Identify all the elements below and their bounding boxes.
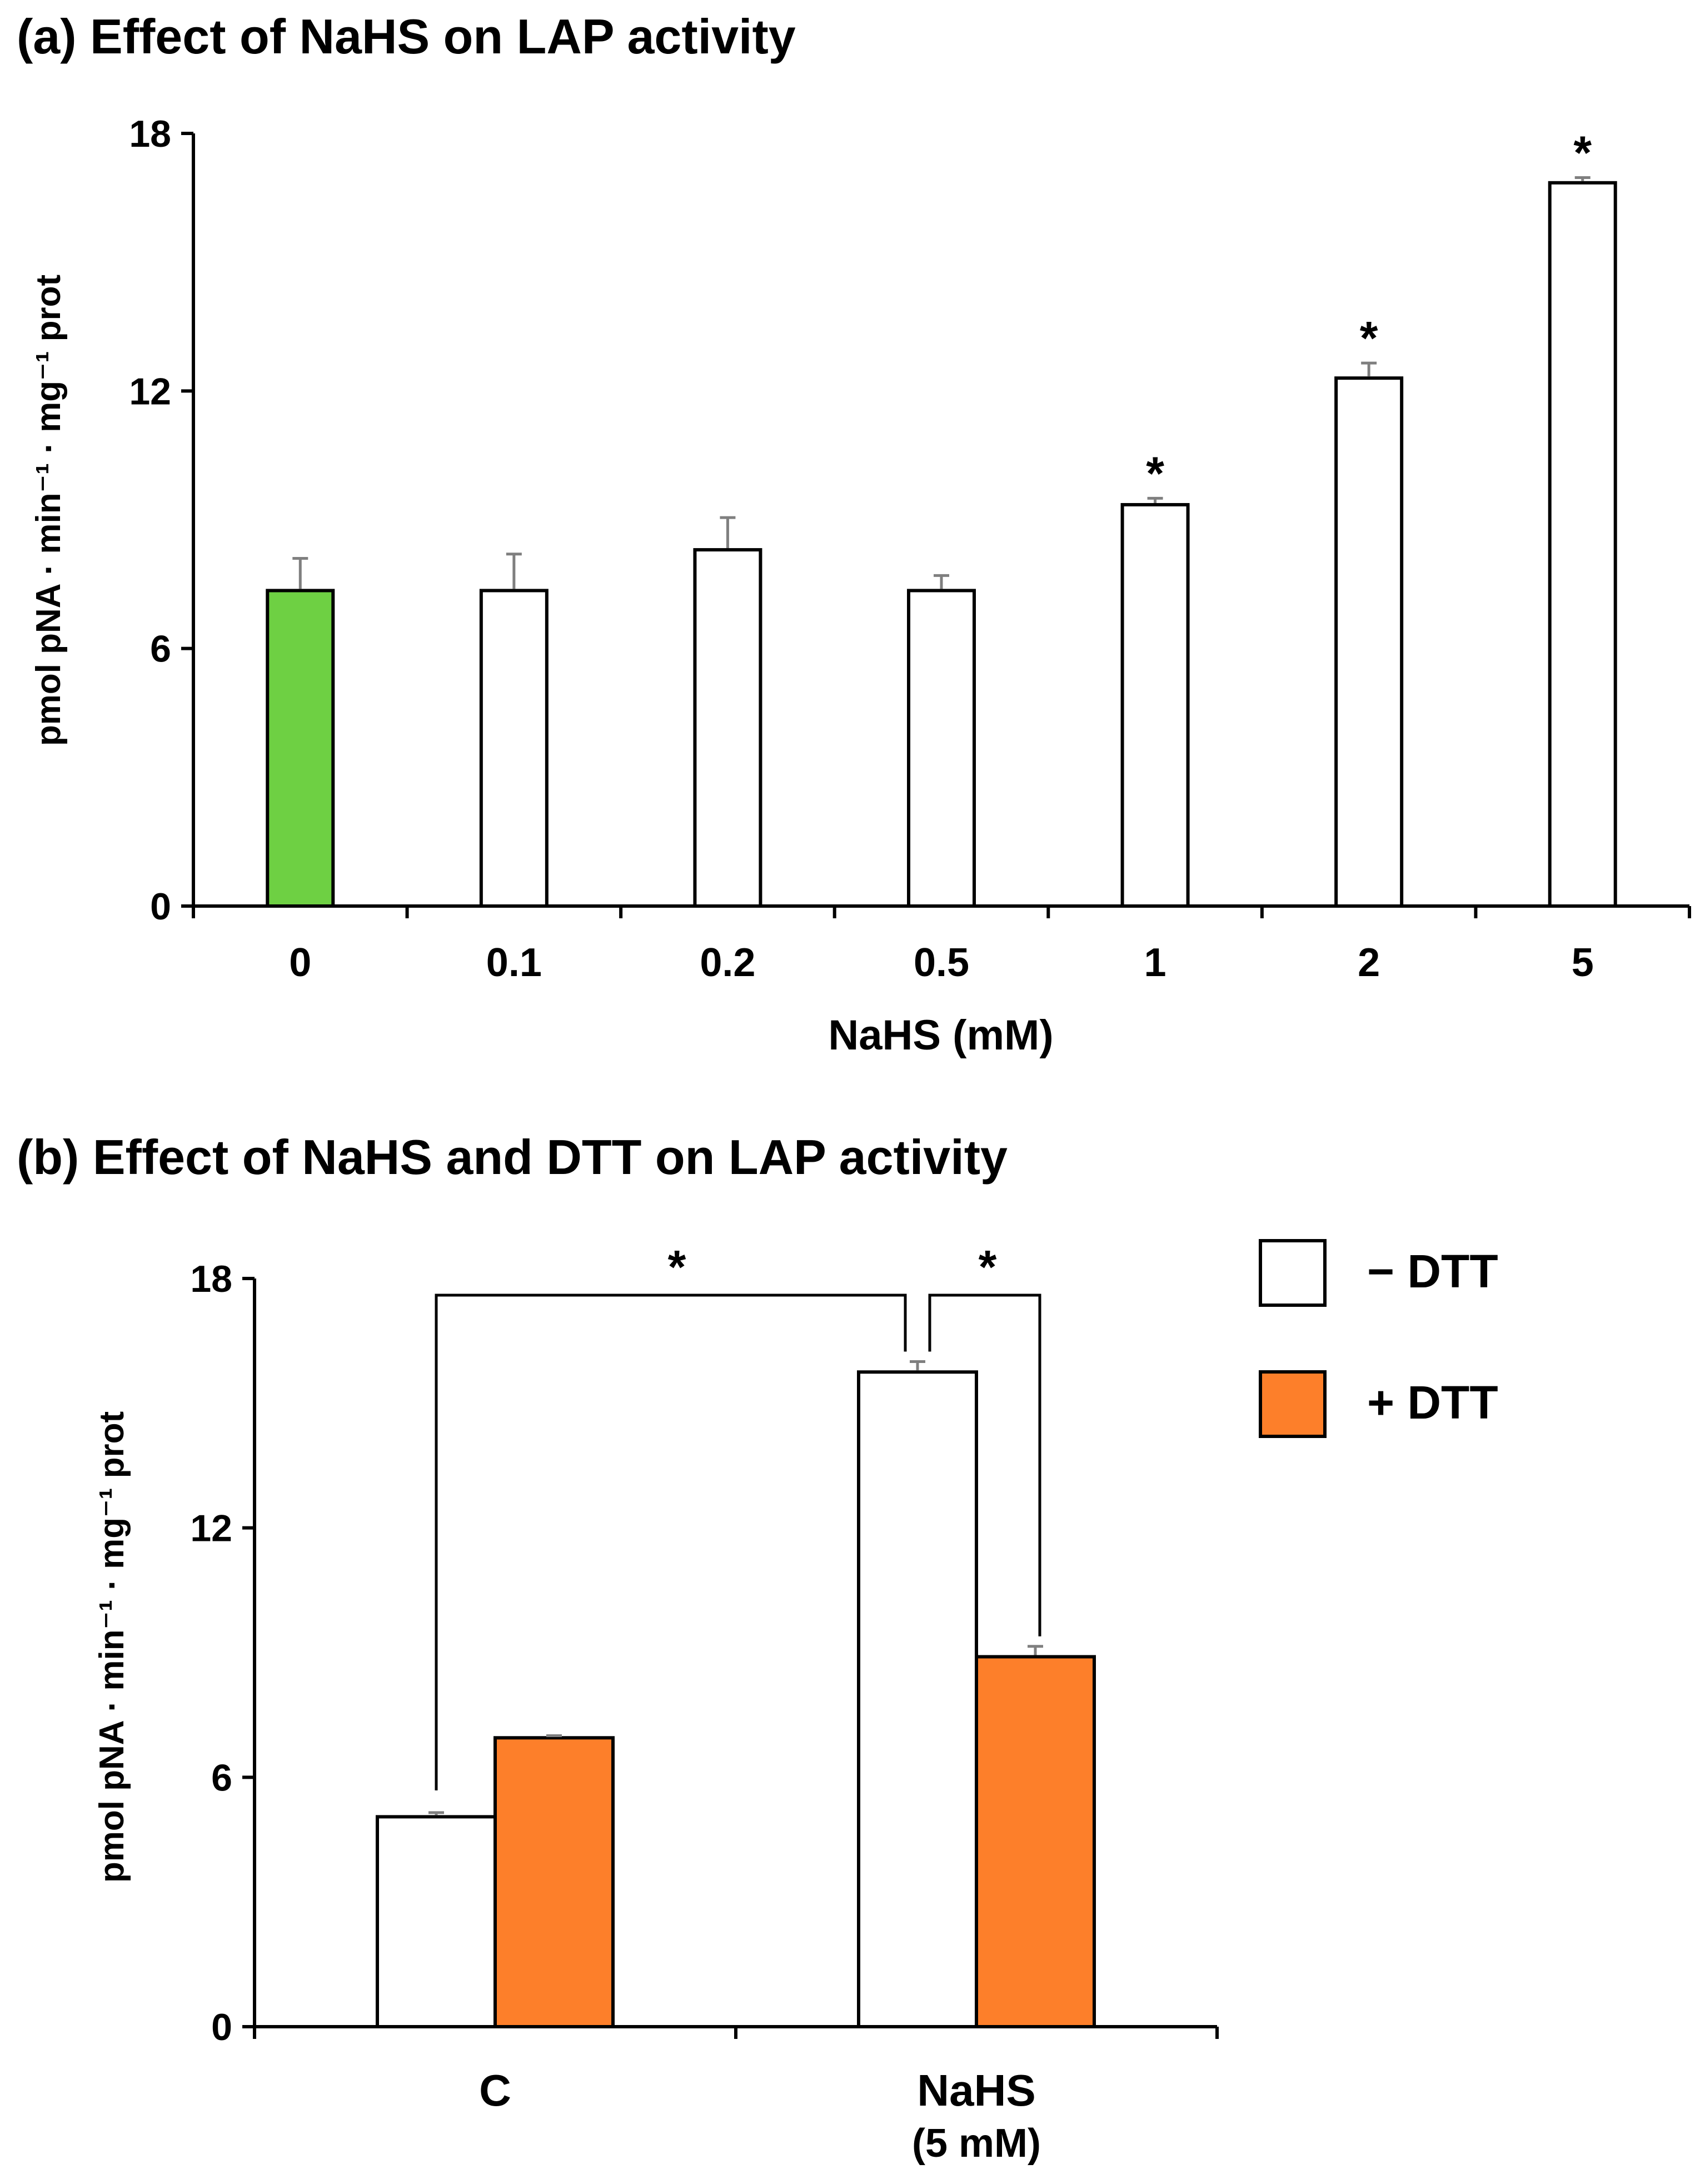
chart-b-significance-marker-0: *	[668, 1241, 686, 1293]
chart-a-bar-4	[1120, 503, 1190, 908]
chart-a-bar-6	[1548, 181, 1617, 908]
chart-b-y-tick-label-2: 12	[190, 1508, 232, 1550]
chart-b-bar-0-0	[376, 1815, 497, 2029]
chart-a-y-tick-label-2: 12	[129, 370, 171, 412]
chart-b-x-tick-label-1: NaHS	[917, 2066, 1035, 2115]
chart-a-x-tick-label-3: 0.5	[914, 941, 969, 985]
chart-a-x-tick-label-1: 0.1	[486, 941, 542, 985]
chart-b-y-axis-label: pmol pNA · min⁻¹ · mg⁻¹ prot	[93, 1411, 131, 1883]
chart-a-x-tick-label-0: 0	[289, 941, 311, 985]
chart-b-y-tick-label-3: 18	[190, 1258, 232, 1300]
chart-b: (b) Effect of NaHS and DTT on LAP activi…	[17, 1130, 1498, 2166]
chart-b-title: (b) Effect of NaHS and DTT on LAP activi…	[17, 1130, 1008, 1185]
chart-a-y-tick-label-0: 0	[150, 885, 171, 928]
chart-a-y-tick-label-1: 6	[150, 628, 171, 670]
chart-b-legend-swatch-1	[1259, 1370, 1327, 1438]
chart-a-y-tick-label-3: 18	[129, 113, 171, 155]
chart-a-x-tick-label-5: 2	[1358, 941, 1380, 985]
chart-a-bar-3	[907, 589, 976, 908]
chart-b-bar-1-1	[975, 1655, 1096, 2028]
chart-b-legend-label-0: − DTT	[1367, 1245, 1498, 1297]
chart-b-y-tick-label-0: 0	[211, 2006, 232, 2048]
chart-a-bar-1	[479, 589, 549, 908]
chart-b-x-tick-sublabel-1: (5 mM)	[912, 2121, 1041, 2166]
chart-a-significance-marker-4: *	[1146, 447, 1164, 499]
chart-b-y-tick-label-1: 6	[211, 1757, 232, 1799]
chart-a: (a) Effect of NaHS on LAP activity pmol …	[17, 9, 1691, 1059]
chart-a-bar-5	[1334, 376, 1404, 908]
chart-a-x-tick-label-4: 1	[1144, 941, 1166, 985]
chart-b-legend-swatch-0	[1259, 1239, 1327, 1307]
chart-a-x-tick-label-6: 5	[1572, 941, 1594, 985]
chart-b-significance-bracket-1	[928, 1294, 1041, 1636]
chart-b-legend-label-1: + DTT	[1367, 1376, 1498, 1429]
chart-b-bar-0-1	[493, 1736, 615, 2028]
chart-a-significance-marker-5: *	[1360, 312, 1378, 364]
chart-a-bar-2	[693, 548, 762, 908]
chart-b-x-tick-label-0: C	[479, 2066, 511, 2115]
chart-b-significance-bracket-0	[435, 1294, 907, 1790]
chart-a-y-axis-label: pmol pNA · min⁻¹ · mg⁻¹ prot	[29, 275, 68, 746]
chart-b-significance-marker-1: *	[979, 1241, 997, 1293]
chart-a-x-tick-label-2: 0.2	[700, 941, 755, 985]
chart-b-bar-1-0	[857, 1370, 978, 2028]
chart-a-bar-0	[266, 589, 335, 908]
chart-a-significance-marker-6: *	[1573, 127, 1592, 179]
chart-a-x-axis-label: NaHS (mM)	[828, 1012, 1053, 1059]
chart-b-legend: − DTT + DTT	[1259, 1239, 1498, 1438]
chart-a-title: (a) Effect of NaHS on LAP activity	[17, 9, 796, 64]
